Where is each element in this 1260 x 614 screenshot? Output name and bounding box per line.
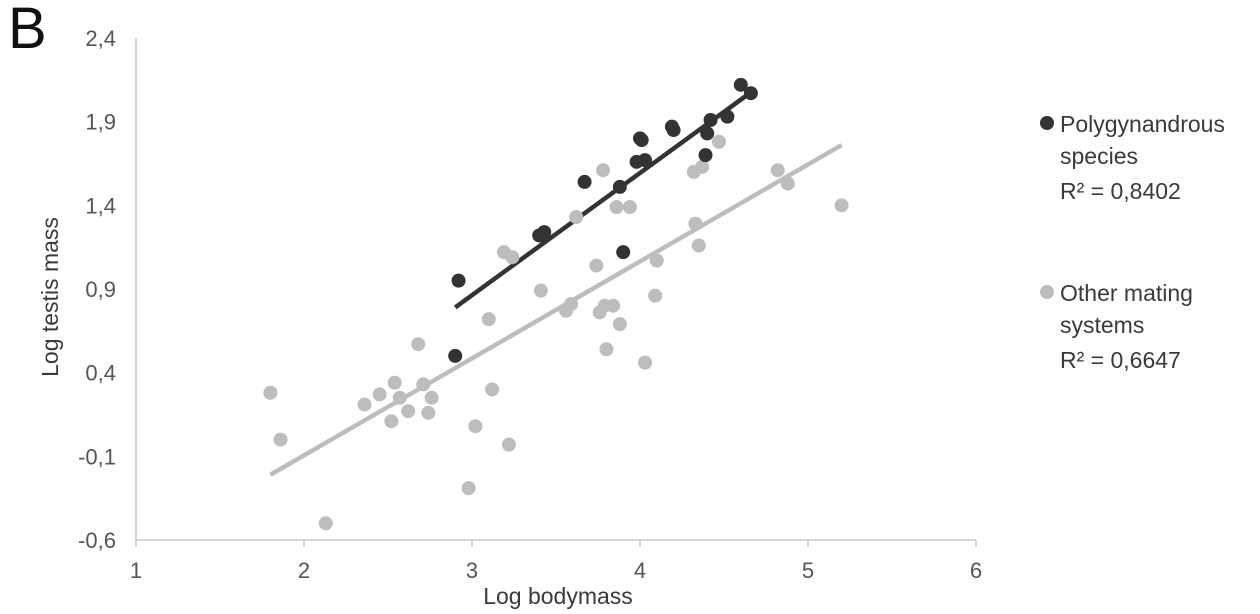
data-point-other-mating: [596, 163, 611, 178]
data-point-polygynandrous: [448, 348, 463, 363]
data-point-other-mating: [392, 390, 407, 405]
data-point-other-mating: [638, 355, 653, 370]
data-point-polygynandrous: [698, 148, 713, 163]
data-point-other-mating: [384, 414, 399, 429]
data-point-other-mating: [695, 159, 710, 174]
data-point-polygynandrous: [616, 245, 631, 260]
y-tick-label: 0,9: [85, 277, 116, 302]
data-point-other-mating: [649, 253, 664, 268]
data-point-other-mating: [648, 288, 663, 303]
trendline-polygynandrous: [453, 88, 756, 310]
data-point-other-mating: [505, 250, 520, 265]
data-point-other-mating: [589, 258, 604, 273]
data-point-other-mating: [416, 377, 431, 392]
data-point-other-mating: [485, 382, 500, 397]
x-tick-label: 2: [298, 558, 310, 583]
y-tick-label: 1,4: [85, 193, 116, 218]
legend-marker-polygynandrous: [1040, 116, 1054, 130]
data-point-other-mating: [501, 437, 516, 452]
data-point-other-mating: [688, 216, 703, 231]
data-point-other-mating: [481, 312, 496, 327]
data-point-polygynandrous: [703, 112, 718, 127]
data-point-other-mating: [691, 238, 706, 253]
data-point-polygynandrous: [666, 123, 681, 138]
data-point-polygynandrous: [537, 225, 552, 240]
data-point-other-mating: [564, 297, 579, 312]
data-point-polygynandrous: [743, 86, 758, 101]
x-tick-label: 3: [466, 558, 478, 583]
y-tick-label: -0,1: [78, 444, 116, 469]
data-point-polygynandrous: [451, 273, 466, 288]
data-point-other-mating: [461, 481, 476, 496]
data-point-other-mating: [468, 419, 483, 434]
data-point-other-mating: [599, 342, 614, 357]
r2-value-polygynandrous: R² = 0,8402: [1060, 178, 1181, 204]
y-tick-label: -0,6: [78, 528, 116, 553]
data-point-polygynandrous: [720, 109, 735, 124]
y-tick-label: 0,4: [85, 361, 116, 386]
y-tick-label: 1,9: [85, 110, 116, 135]
data-point-other-mating: [612, 317, 627, 332]
y-axis-label: Log testis mass: [37, 217, 63, 377]
data-point-other-mating: [780, 176, 795, 191]
data-point-other-mating: [424, 390, 439, 405]
data-point-other-mating: [622, 200, 637, 215]
x-axis-label: Log bodymass: [483, 583, 633, 609]
data-point-other-mating: [606, 298, 621, 313]
y-tick-label: 2,4: [85, 26, 116, 51]
data-point-other-mating: [357, 397, 372, 412]
x-tick-label: 4: [634, 558, 646, 583]
data-point-other-mating: [609, 200, 624, 215]
data-point-other-mating: [834, 198, 849, 213]
data-point-polygynandrous: [638, 153, 653, 168]
data-point-polygynandrous: [577, 174, 592, 189]
legend-marker-other-mating: [1040, 285, 1054, 299]
trendlines: [269, 88, 843, 477]
data-point-other-mating: [770, 163, 785, 178]
legend-label-line2: species: [1060, 143, 1138, 169]
x-tick-label: 6: [970, 558, 982, 583]
data-point-other-mating: [387, 375, 402, 390]
data-point-other-mating: [318, 516, 333, 531]
legend-other-mating: Other mating systems R² = 0,6647: [1040, 277, 1193, 374]
r2-value-other-mating: R² = 0,6647: [1060, 347, 1181, 373]
data-point-other-mating: [411, 337, 426, 352]
x-tick-label: 1: [130, 558, 142, 583]
x-tick-label: 5: [802, 558, 814, 583]
data-point-polygynandrous: [700, 126, 715, 141]
data-point-other-mating: [421, 405, 436, 420]
legend-label-line1: Other mating: [1060, 280, 1193, 306]
data-point-polygynandrous: [612, 179, 627, 194]
legend-label-line1: Polygynandrous: [1060, 111, 1225, 137]
data-point-other-mating: [372, 387, 387, 402]
legend-polygynandrous: Polygynandrous species R² = 0,8402: [1040, 108, 1225, 205]
data-point-polygynandrous: [733, 77, 748, 92]
data-point-other-mating: [711, 134, 726, 149]
data-point-other-mating: [273, 432, 288, 447]
data-point-other-mating: [401, 404, 416, 419]
data-points: [263, 77, 849, 531]
trendline-other-mating: [269, 143, 843, 477]
data-point-other-mating: [533, 283, 548, 298]
data-point-other-mating: [569, 210, 584, 225]
data-point-polygynandrous: [634, 133, 649, 148]
scatter-plot: 1 2 3 4 5 6 -0,6 -0,1 0,4 0,9 1,4 1,9 2,4 Log testis…: [37, 26, 982, 609]
axes: 1 2 3 4 5 6 -0,6 -0,1 0,4 0,9 1,4 1,9 2,4: [78, 26, 982, 583]
legend-label-line2: systems: [1060, 312, 1145, 338]
data-point-other-mating: [263, 385, 278, 400]
panel-label: B: [8, 0, 47, 61]
